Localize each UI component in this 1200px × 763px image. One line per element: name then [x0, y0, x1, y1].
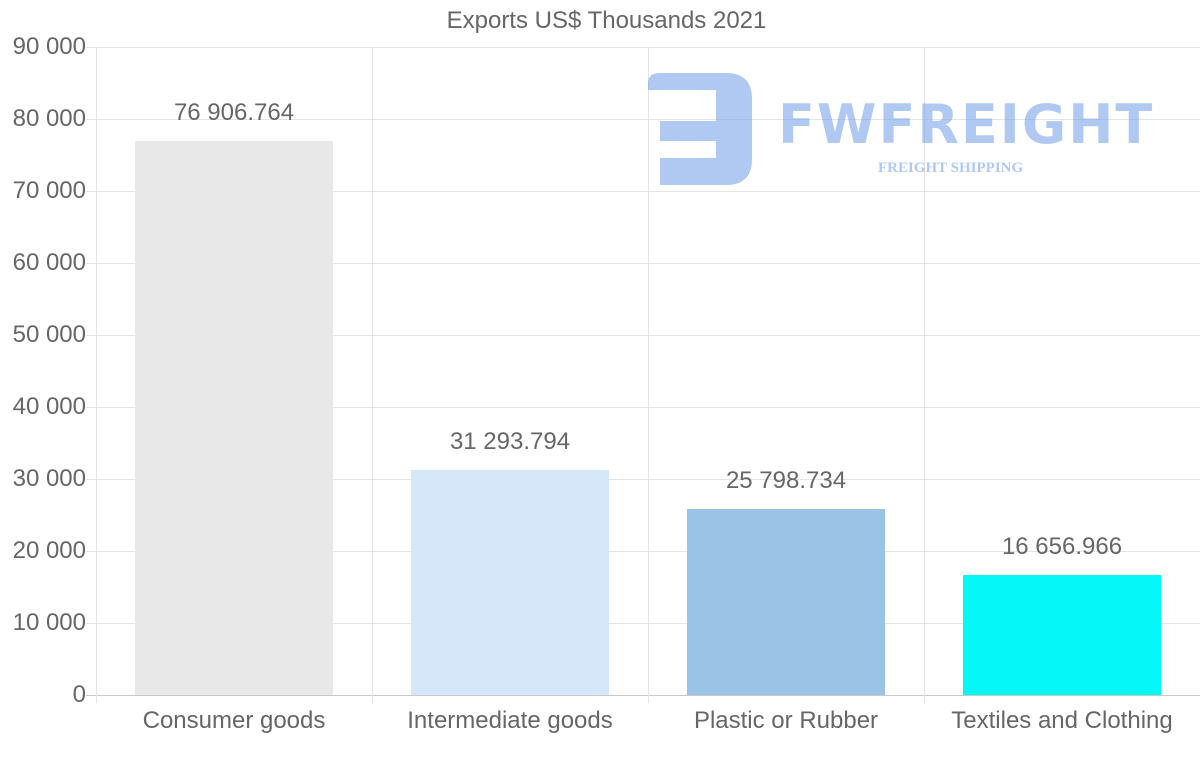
fwfreight-logo-icon — [648, 73, 752, 185]
vgridline — [648, 47, 649, 703]
bar-consumer-goods[interactable] — [135, 141, 333, 695]
gridline-30000 — [86, 479, 1200, 480]
bar-intermediate-goods[interactable] — [411, 469, 609, 695]
y-tick-label: 70 000 — [12, 177, 86, 204]
value-label: 25 798.734 — [725, 467, 847, 495]
gridline-20000 — [86, 551, 1200, 552]
gridline-70000 — [86, 191, 1200, 192]
value-label: 16 656.966 — [1001, 533, 1123, 561]
gridline-80000 — [86, 119, 1200, 120]
vgridline — [372, 47, 373, 703]
gridline-50000 — [86, 335, 1200, 336]
y-axis-line — [96, 47, 97, 703]
x-category-label: Textiles and Clothing — [951, 707, 1173, 734]
y-tick-label: 0 — [72, 681, 86, 708]
gridline-10000 — [86, 623, 1200, 624]
y-tick-label: 50 000 — [12, 321, 86, 348]
gridline-90000 — [86, 47, 1200, 48]
x-axis-line — [86, 695, 1200, 696]
x-category-label: Plastic or Rubber — [693, 707, 879, 734]
gridline-60000 — [86, 263, 1200, 264]
value-label: 76 906.764 — [173, 99, 295, 127]
watermark-tagline: FREIGHT SHIPPING — [878, 160, 1024, 176]
y-tick-label: 90 000 — [12, 33, 86, 60]
gridline-40000 — [86, 407, 1200, 408]
watermark-brand: FWFREIGHT — [778, 93, 1155, 156]
value-label: 31 293.794 — [449, 427, 571, 455]
vgridline — [924, 47, 925, 703]
bar-textiles-and-clothing[interactable] — [963, 575, 1161, 695]
chart-title: Exports US$ Thousands 2021 — [446, 7, 767, 34]
y-tick-label: 30 000 — [12, 465, 86, 492]
fwfreight-watermark: FWFREIGHT FREIGHT SHIPPING — [646, 73, 1166, 188]
y-tick-label: 60 000 — [12, 249, 86, 276]
y-tick-label: 20 000 — [12, 537, 86, 564]
x-category-label: Consumer goods — [142, 707, 326, 734]
bar-plastic-or-rubber[interactable] — [687, 509, 885, 695]
x-category-label: Intermediate goods — [407, 707, 613, 734]
y-tick-label: 10 000 — [12, 609, 86, 636]
y-tick-label: 80 000 — [12, 105, 86, 132]
y-tick-label: 40 000 — [12, 393, 86, 420]
